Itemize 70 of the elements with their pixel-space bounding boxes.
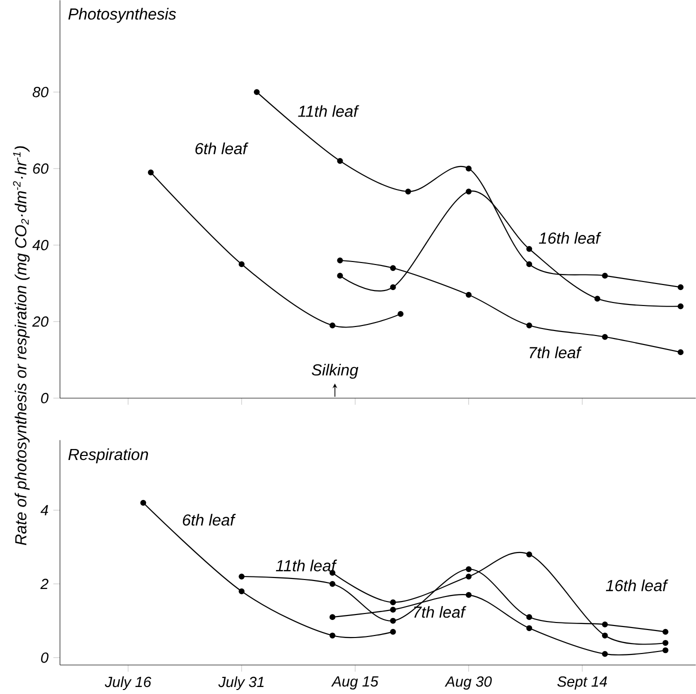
point xyxy=(390,284,396,290)
chart-title: Respiration xyxy=(68,448,148,464)
point xyxy=(466,165,472,172)
x-tick-label: July 16 xyxy=(104,676,152,690)
y-tick-label: 80 xyxy=(32,86,48,98)
point xyxy=(390,618,396,624)
point xyxy=(526,322,532,328)
point xyxy=(466,573,472,580)
y-tick-label: 4 xyxy=(40,504,48,515)
chart-title: Photosynthesis xyxy=(68,8,176,23)
point xyxy=(602,272,608,278)
point xyxy=(662,647,668,653)
point xyxy=(466,592,472,598)
point xyxy=(330,580,336,587)
point xyxy=(337,158,343,164)
point xyxy=(602,621,608,628)
y-tick-label: 60 xyxy=(33,163,48,174)
point xyxy=(678,303,684,309)
point xyxy=(238,573,245,580)
text: 6th leaf xyxy=(195,142,248,154)
y-tick-label: 20 xyxy=(32,316,48,327)
x-tick-label: Aug 15 xyxy=(331,676,378,690)
point xyxy=(398,310,404,317)
x-tick-label: Sept 14 xyxy=(557,676,607,690)
series-label: 11th leaf xyxy=(276,559,338,572)
x-tick-label: July 31 xyxy=(218,676,264,690)
point xyxy=(466,566,472,572)
point xyxy=(390,606,396,612)
point xyxy=(594,295,600,302)
y-tick-label: 0 xyxy=(41,392,48,404)
y-tick-label: 0 xyxy=(41,652,48,663)
point xyxy=(330,632,336,638)
point xyxy=(254,88,260,95)
series-label: 16th leaf xyxy=(606,579,668,592)
point xyxy=(602,650,608,657)
point xyxy=(238,261,245,267)
point xyxy=(602,632,608,638)
point xyxy=(337,272,343,278)
series-label: 7th leaf xyxy=(414,606,466,618)
series-label: 16th leaf xyxy=(538,232,602,244)
point xyxy=(337,257,343,264)
series-label: 7th leaf xyxy=(530,346,582,358)
x-tick-label: Aug 30 xyxy=(444,676,492,690)
point xyxy=(390,264,396,271)
point xyxy=(678,284,684,290)
point xyxy=(140,500,146,506)
y-tick-label: 40 xyxy=(32,240,48,250)
series-label: 6th leaf xyxy=(182,514,236,526)
point xyxy=(466,292,472,298)
point xyxy=(526,551,532,558)
point xyxy=(526,614,532,620)
point xyxy=(526,261,532,267)
point xyxy=(678,349,684,355)
point xyxy=(526,624,532,631)
point xyxy=(466,188,472,194)
point xyxy=(602,334,608,340)
point xyxy=(148,169,154,176)
point xyxy=(526,246,532,252)
point xyxy=(390,628,396,635)
point xyxy=(238,588,245,594)
y-axis-title: Rate of photosynthesis or respiration (mg CO$_{2}$·dm$^{-2}$·hr$^{-1}$) xyxy=(13,146,30,545)
y-tick-label: 2 xyxy=(40,578,48,589)
point xyxy=(662,628,668,635)
point xyxy=(390,599,396,606)
point xyxy=(330,614,336,620)
point xyxy=(405,188,412,194)
series-label: 11th leaf xyxy=(298,104,360,117)
point xyxy=(662,640,668,646)
point xyxy=(330,322,336,328)
annotation: Silking xyxy=(312,364,358,379)
